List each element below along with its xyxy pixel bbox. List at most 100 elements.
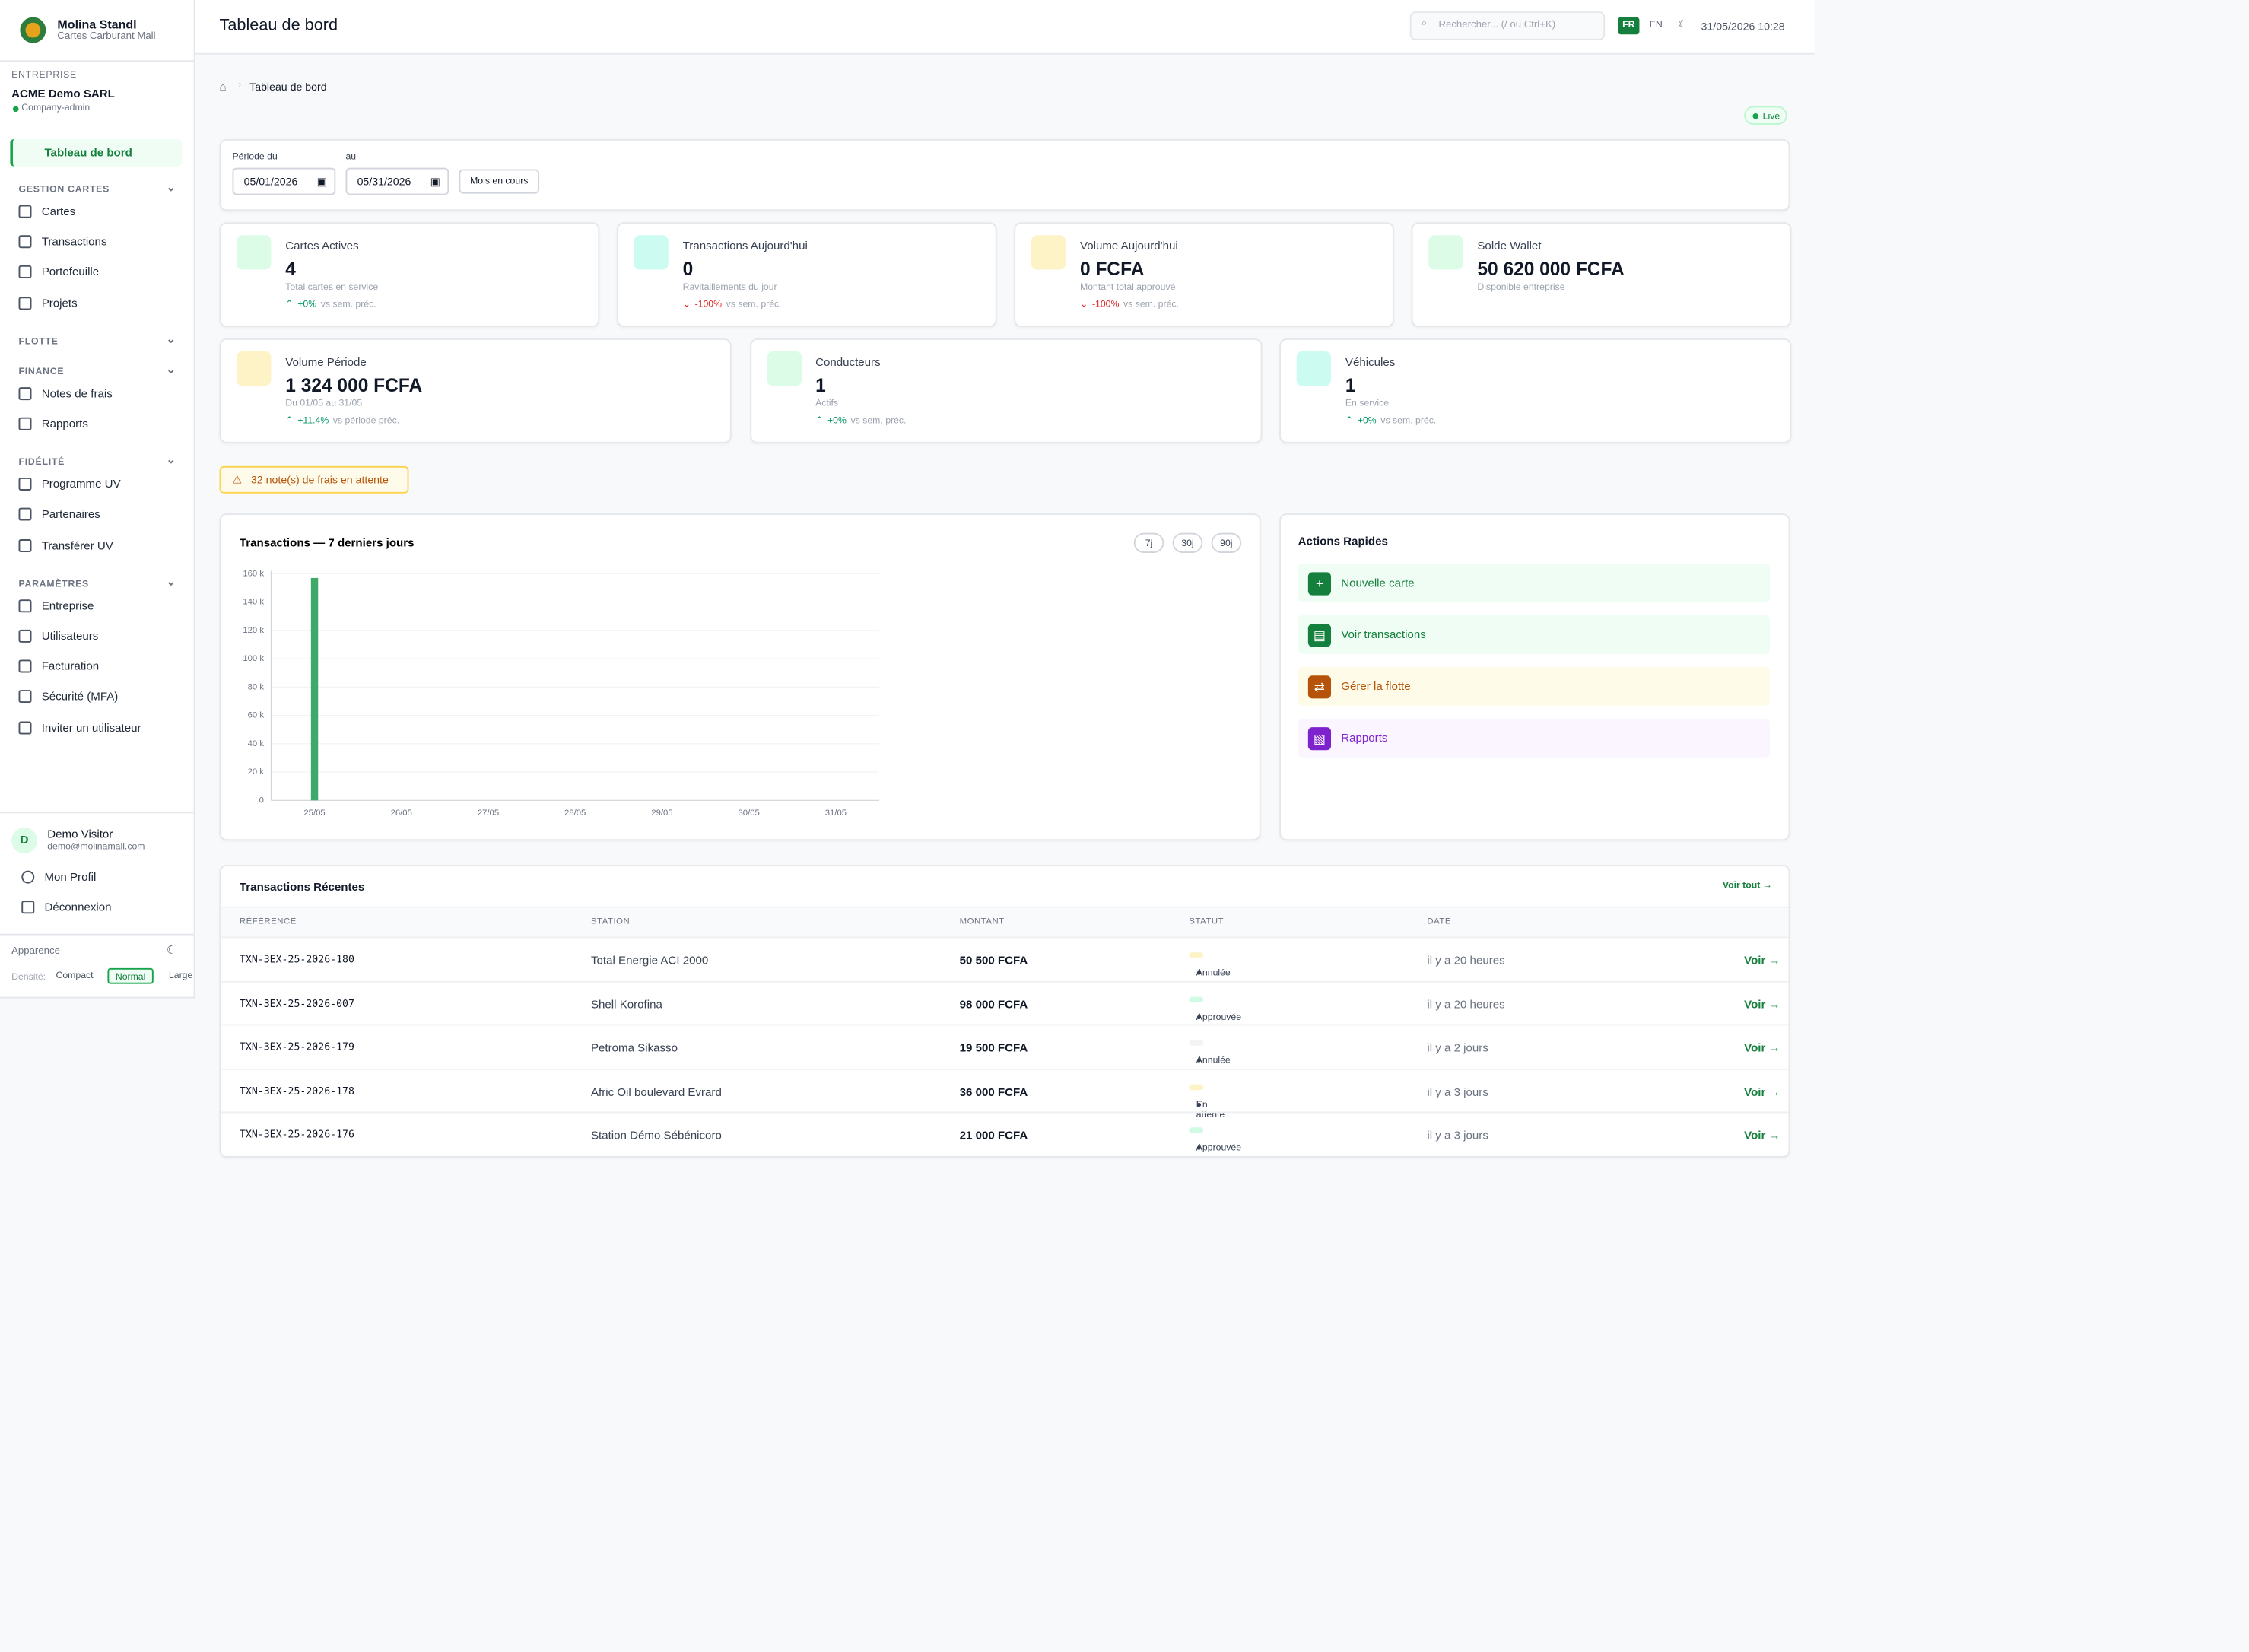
lang-fr[interactable]: FR [1618, 17, 1640, 35]
nav-item[interactable]: Facturation [18, 659, 100, 673]
kpi-change-value: +11.4% [297, 415, 329, 427]
station: Afric Oil boulevard Evrard [590, 1085, 722, 1099]
table-row: TXN-3EX-25-2026-007 Shell Korofina 98 000 … [221, 980, 1789, 1025]
nav-item[interactable]: Sécurité (MFA) [18, 690, 119, 704]
nav-item[interactable]: Projets [18, 296, 78, 310]
kpi-compare: vs sem. préc. [320, 300, 376, 310]
quick-action[interactable]: ▧ Rapports [1298, 718, 1771, 758]
date: il y a 2 jours [1427, 1041, 1488, 1055]
nav-item[interactable]: Partenaires [18, 508, 100, 522]
view-link[interactable]: Voir → [1744, 1085, 1780, 1099]
table-row: TXN-3EX-25-2026-178 Afric Oil boulevard E… [221, 1068, 1789, 1120]
range-button[interactable] [1172, 532, 1203, 553]
kpi-title: Volume Période [285, 355, 367, 369]
view-link[interactable]: Voir → [1744, 1129, 1780, 1142]
status-badge: ● Approuvée [1189, 996, 1241, 1022]
x-tick-label: 28/05 [564, 809, 586, 818]
alert[interactable]: ⚠ 32 note(s) de frais en attente [219, 465, 409, 494]
range-button[interactable] [1133, 532, 1164, 553]
user-email: demo@molinamall.com [47, 841, 145, 853]
from-value: 05/01/2026 [243, 175, 298, 189]
chart-title: Transactions — 7 derniers jours [240, 537, 415, 550]
kpi-compare: vs période préc. [332, 415, 400, 427]
date: il y a 20 heures [1427, 954, 1505, 967]
view-link[interactable]: Voir → [1744, 997, 1780, 1011]
kpi-compare: vs sem. préc. [726, 300, 782, 310]
status-dot: ● [1196, 1143, 1202, 1154]
nav-item[interactable]: Transactions [18, 235, 107, 249]
nav-item[interactable]: Inviter un utilisateur [18, 720, 141, 734]
date: il y a 3 jours [1427, 1129, 1488, 1142]
qa-title: Actions Rapides [1298, 535, 1388, 548]
nav-label: Cartes [41, 205, 76, 218]
kpi-sub: Montant total approuvé [1080, 282, 1176, 293]
kpi-sub: Disponible entreprise [1477, 282, 1565, 293]
date: il y a 3 jours [1427, 1085, 1488, 1099]
search[interactable]: ⌕ Rechercher... (/ ou Ctrl+K) [1409, 11, 1606, 40]
theme-toggle[interactable]: ☾ [166, 943, 177, 957]
kpi-arrow: ⌄ [682, 300, 691, 310]
density-option[interactable]: Normal [107, 967, 154, 984]
status-badge: ● Annulée [1189, 952, 1231, 978]
logout-link[interactable]: Déconnexion [21, 901, 112, 914]
kpi-value: 1 [815, 374, 826, 396]
amount: 50 500 FCFA [959, 954, 1028, 967]
profile-link[interactable]: Mon Profil [21, 870, 96, 884]
from-input[interactable]: 05/01/2026 ▣ [232, 167, 336, 195]
home-icon[interactable]: ⌂ [219, 80, 227, 94]
nav-item[interactable]: Programme UV [18, 478, 121, 491]
amount: 98 000 FCFA [959, 997, 1028, 1011]
range-label: 90j [1220, 538, 1232, 548]
nav-item[interactable]: Entreprise [18, 599, 94, 612]
kpi-card: Volume Aujourd'hui 0 FCFA Montant total ap… [1014, 222, 1394, 327]
nav-item[interactable]: Rapports [18, 417, 88, 430]
y-tick-label: 100 k [243, 654, 264, 663]
quick-action[interactable]: + Nouvelle carte [1298, 564, 1771, 603]
range-button[interactable] [1211, 532, 1242, 553]
column-header: DATE [1427, 917, 1451, 927]
view-link[interactable]: Voir → [1744, 954, 1780, 967]
nav-item[interactable]: Utilisateurs [18, 629, 99, 643]
quick-action[interactable]: ⇄ Gérer la flotte [1298, 666, 1771, 706]
kpi-arrow: ⌃ [815, 415, 824, 427]
nav-label: Entreprise [41, 599, 94, 612]
station: Shell Korofina [590, 997, 662, 1011]
nav-item[interactable]: Transférer UV [18, 538, 113, 552]
kpi-title: Solde Wallet [1477, 239, 1542, 253]
status: Annulée [1196, 967, 1231, 979]
kpi-card: Conducteurs 1 Actifs ⌃ +0% vs sem. préc. [749, 338, 1262, 443]
theme[interactable]: ☾ [1678, 20, 1688, 30]
qa-label: Voir transactions [1341, 627, 1426, 641]
to-input[interactable]: 05/31/2026 ▣ [345, 167, 449, 195]
lang-en[interactable]: EN [1649, 20, 1663, 30]
header: Tableau de bord ⌕ Rechercher... (/ ou Ct… [195, 0, 1815, 55]
x-tick-label: 26/05 [391, 809, 412, 818]
kpi-title: Transactions Aujourd'hui [682, 239, 808, 253]
user-name: Demo Visitor [47, 828, 113, 841]
x-tick-label: 25/05 [303, 809, 325, 818]
qa-icon: + [1307, 571, 1332, 595]
nav-active[interactable]: Tableau de bord [10, 138, 183, 167]
kpi-sub: Total cartes en service [285, 282, 379, 293]
kpi-change: ⌃ +0% vs sem. préc. [1345, 415, 1436, 426]
kpi-arrow: ⌄ [1080, 300, 1088, 310]
see-all[interactable]: Voir tout → [1722, 880, 1772, 891]
station: Petroma Sikasso [590, 1041, 678, 1055]
table-header: RÉFÉRENCE STATION MONTANT STATUT DATE [221, 906, 1789, 937]
status: Approuvée [1196, 1143, 1242, 1154]
kpi-change: ⌄ -100% vs sem. préc. [683, 298, 782, 310]
nav-item[interactable]: Portefeuille [18, 265, 100, 279]
table-row: TXN-3EX-25-2026-179 Petroma Sikasso 19 500… [221, 1024, 1789, 1069]
density-option[interactable]: Compact [56, 971, 94, 981]
density-option[interactable]: Large [168, 971, 193, 981]
nav-item[interactable]: Cartes [18, 205, 76, 218]
view-link[interactable]: Voir → [1744, 1041, 1780, 1055]
nav-label: Projets [41, 296, 78, 310]
month-button[interactable]: Mois en cours [459, 169, 540, 194]
y-tick-label: 20 k [248, 767, 265, 777]
quick-action[interactable]: ▤ Voir transactions [1298, 615, 1771, 654]
nav-item[interactable]: Notes de frais [18, 386, 113, 400]
qa-icon: ▧ [1307, 726, 1332, 750]
nav-section: FIDÉLITÉ [19, 453, 176, 468]
amount: 19 500 FCFA [959, 1041, 1028, 1055]
